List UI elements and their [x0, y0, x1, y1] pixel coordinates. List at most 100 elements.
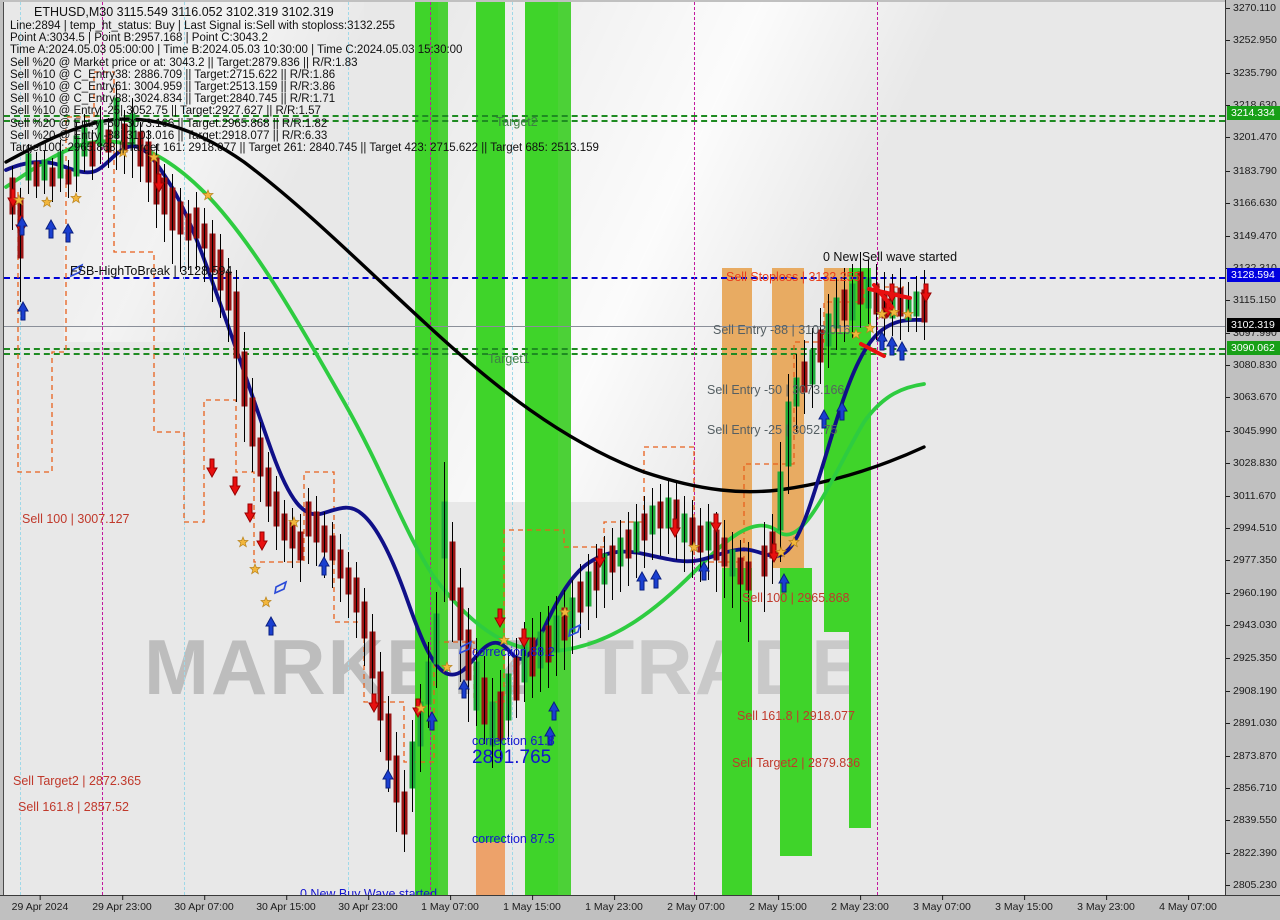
time-tick: 30 Apr 23:00	[338, 895, 398, 913]
annotation-sell-entry-50: Sell Entry -50 | 3073.166	[707, 383, 845, 397]
session-separator	[20, 2, 21, 895]
time-tick: 30 Apr 15:00	[256, 895, 316, 913]
day-separator	[102, 2, 103, 895]
signal-band-green	[780, 568, 812, 856]
day-separator	[430, 2, 431, 895]
price-tick: 3045.990	[1226, 424, 1277, 437]
price-badge-fsb-high-to-break: 3128.594	[1227, 267, 1280, 282]
signal-band-green	[525, 2, 558, 895]
annotation-fsb-high-to-break: FSB-HighToBreak | 3128.594	[70, 264, 233, 278]
annotation-sell-entry-88: Sell Entry -88 | 3103.016	[713, 323, 851, 337]
price-tick: 2943.030	[1226, 619, 1277, 632]
target2-line	[4, 115, 1225, 117]
annotation-sell-stoploss: Sell Stoploss | 3132.255	[726, 270, 861, 284]
price-tick: 3235.790	[1226, 66, 1277, 79]
time-tick: 29 Apr 2024	[11, 895, 69, 913]
price-tick: 2891.030	[1226, 717, 1277, 730]
sell-entry-88-line	[4, 326, 1225, 327]
fsb-high-to-break-line	[4, 277, 1225, 279]
signal-band-green	[415, 2, 438, 895]
price-tick: 3063.670	[1226, 391, 1277, 404]
annotation-target1: Target1	[488, 352, 530, 366]
time-tick: 30 Apr 07:00	[174, 895, 234, 913]
price-tick: 2925.350	[1226, 652, 1277, 665]
target1-line-2	[4, 353, 1225, 355]
signal-band-orange	[476, 842, 505, 895]
price-axis[interactable]: 3270.110 3252.950 3235.790 3218.630 3201.470…	[1225, 0, 1280, 895]
price-tick: 2977.350	[1226, 554, 1277, 567]
header-line: Sell %20 @ Market price or at: 3043.2 ||…	[10, 56, 358, 69]
signal-band-green	[722, 568, 752, 895]
target1-line	[4, 348, 1225, 350]
header-line: Point A:3034.5 | Point B:2957.168 | Poin…	[10, 32, 268, 45]
signal-band-green	[558, 2, 571, 895]
header-line: Sell %10 @ C_Entry61: 3004.959 || Target…	[10, 81, 336, 94]
buy-arrows	[16, 216, 908, 789]
day-separator	[877, 2, 878, 895]
session-separator	[184, 2, 185, 895]
chart-title: ETHUSD,M30 3115.549 3116.052 3102.319 31…	[34, 5, 334, 19]
annotation-sell-1618-b: Sell 161.8 | 2857.52	[18, 800, 129, 814]
time-tick: 2 May 07:00	[667, 895, 725, 913]
price-tick: 3080.830	[1226, 359, 1277, 372]
annotation-sell-target2-b: Sell Target2 | 2872.365	[13, 774, 142, 788]
time-tick: 3 May 07:00	[913, 895, 971, 913]
chart-info-header: ETHUSD,M30 3115.549 3116.052 3102.319 31…	[10, 5, 599, 154]
annotation-correction-61: correction 61.8	[472, 734, 555, 748]
price-tick: 2839.550	[1226, 814, 1277, 827]
time-tick: 3 May 23:00	[1077, 895, 1135, 913]
price-badge-target1-level: 3090.062	[1227, 340, 1280, 355]
time-axis[interactable]: 29 Apr 2024 29 Apr 23:00 30 Apr 07:00 30 Ap…	[0, 895, 1280, 920]
price-badge-target2-level: 3214.334	[1227, 106, 1280, 121]
price-tick: 3115.150	[1225, 294, 1277, 307]
annotation-correction-61-price: 2891.765	[472, 747, 552, 768]
price-tick: 2873.870	[1226, 749, 1277, 762]
time-tick: 2 May 23:00	[831, 895, 889, 913]
price-tick: 2908.190	[1226, 684, 1277, 697]
price-tick: 3149.470	[1226, 229, 1277, 242]
annotation-new-buy-wave: 0 New Buy Wave started	[300, 887, 438, 895]
price-tick: 3270.110	[1225, 2, 1277, 14]
annotation-target2: Target2	[496, 115, 538, 129]
session-separator	[512, 2, 513, 895]
header-line: Time A:2024.05.03 05:00:00 | Time B:2024…	[10, 44, 463, 57]
signal-band-green	[849, 268, 871, 828]
header-line: Sell %10 @ Entry -25| 3052.75 || Target:…	[10, 105, 321, 118]
target2-line-2	[4, 120, 1225, 122]
chart-plot-area[interactable]: MARKETZI TRADE	[3, 2, 1225, 895]
annotation-correction-88: correction 88.2	[472, 645, 555, 659]
annotation-sell-entry-25: Sell Entry -25 | 3052.75	[707, 423, 838, 437]
price-tick: 3028.830	[1226, 457, 1277, 470]
header-line: Sell %10 @ C_Entry38: 2886.709 || Target…	[10, 68, 336, 81]
signal-band-orange	[722, 268, 752, 568]
header-line: Sell %20 @ Entry -50| 3073.166 || Target…	[10, 117, 328, 130]
price-tick: 2856.710	[1226, 781, 1277, 794]
time-tick: 1 May 15:00	[503, 895, 561, 913]
time-tick: 3 May 15:00	[995, 895, 1053, 913]
time-tick: 1 May 23:00	[585, 895, 643, 913]
header-line: Sell %10 @ C_Entry88: 3024.834 || Target…	[10, 93, 336, 106]
annotation-sell-100-a: Sell 100 | 3007.127	[22, 512, 130, 526]
price-tick: 2805.230	[1226, 879, 1277, 891]
price-badge-last-price: 3102.319	[1227, 317, 1280, 332]
time-tick: 29 Apr 23:00	[92, 895, 152, 913]
price-tick: 3166.630	[1226, 197, 1277, 210]
time-tick: 4 May 07:00	[1159, 895, 1217, 913]
price-tick: 3252.950	[1226, 34, 1277, 47]
annotation-sell-target2-a: Sell Target2 | 2879.836	[732, 756, 861, 770]
day-separator	[694, 2, 695, 895]
header-line: Sell %20 @ Entry -88| 3103.016 || Target…	[10, 129, 328, 142]
annotation-correction-875: correction 87.5	[472, 832, 555, 846]
session-separator	[348, 2, 349, 895]
annotation-new-sell-wave: 0 New Sell wave started	[823, 250, 958, 264]
price-tick: 2822.390	[1226, 846, 1277, 859]
price-tick: 3183.790	[1226, 164, 1277, 177]
signal-band-green	[438, 2, 448, 895]
header-line: Target100: 2965.868 || Target 161: 2918.…	[10, 142, 599, 155]
price-tick: 2960.190	[1226, 586, 1277, 599]
annotation-sell-1618-a: Sell 161.8 | 2918.077	[737, 709, 855, 723]
annotation-sell-100-b: Sell 100 | 2965.868	[742, 591, 850, 605]
price-tick: 2994.510	[1226, 521, 1277, 534]
price-tick: 3201.470	[1226, 131, 1277, 144]
